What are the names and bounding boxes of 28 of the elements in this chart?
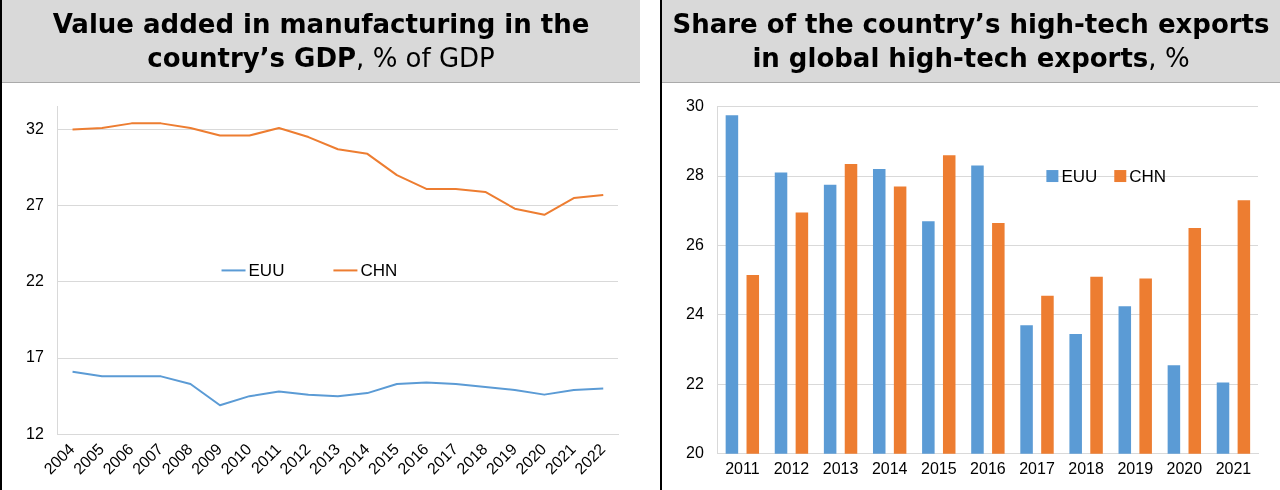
y-tick-label: 28 [686,166,704,184]
chart-title: Share of the country’s high-tech exports in global high-tech exports, % [672,9,1270,73]
x-tick-label: 2014 [871,459,908,477]
y-tick-label: 27 [26,196,44,214]
legend-label: EUU [248,261,285,281]
y-tick-label: 20 [686,444,704,462]
legend-label: EUU [1061,166,1098,186]
legend-label: CHN [360,261,398,281]
x-tick-label: 2021 [1215,459,1252,477]
chart-title: Value added in manufacturing in the country’s GDP, % of GDP [52,9,590,73]
y-tick-label: 32 [26,119,44,137]
y-tick-label: 22 [26,272,44,290]
y-tick-label: 22 [686,374,704,392]
x-tick-label: 2013 [822,459,859,477]
y-tick-label: 12 [26,424,44,442]
y-tick-label: 30 [686,97,704,115]
x-tick-label: 2015 [920,459,957,477]
y-tick-label: 24 [686,305,704,323]
x-tick-label: 2012 [773,459,810,477]
y-tick-label: 17 [26,348,44,366]
x-tick-label: 2019 [1117,459,1154,477]
legend-label: CHN [1129,166,1167,186]
x-tick-label: 2018 [1068,459,1105,477]
x-tick-label: 2011 [725,459,760,477]
x-tick-label: 2016 [970,459,1006,477]
y-tick-label: 26 [686,235,704,253]
x-tick-label: 2017 [1019,459,1055,477]
x-tick-label: 2020 [1166,459,1203,477]
